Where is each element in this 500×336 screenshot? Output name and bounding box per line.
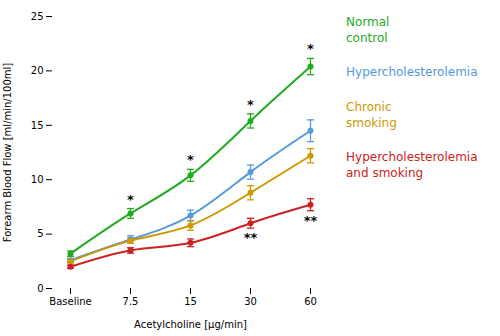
html-text:Hypercholesterolemia: Hypercholesterolemia <box>346 65 478 80</box>
svg-text:5: 5 <box>37 228 43 239</box>
svg-text:25: 25 <box>31 11 44 22</box>
svg-text:30: 30 <box>244 296 257 307</box>
svg-text:0: 0 <box>37 283 43 294</box>
svg-text:**: ** <box>244 230 258 245</box>
svg-text:*: * <box>127 192 134 207</box>
svg-text:15: 15 <box>31 120 44 131</box>
svg-text:7.5: 7.5 <box>123 296 139 307</box>
svg-text:Forearm Blood Flow [ml/min/100: Forearm Blood Flow [ml/min/100ml] <box>2 63 13 243</box>
svg-text:*: * <box>187 152 194 167</box>
svg-text:*: * <box>307 41 314 56</box>
svg-text:**: ** <box>304 213 318 228</box>
svg-text:Baseline: Baseline <box>49 296 91 307</box>
svg-text:15: 15 <box>184 296 197 307</box>
svg-text:Acetylcholine [µg/min]: Acetylcholine [µg/min] <box>134 319 247 330</box>
svg-text:*: * <box>247 97 254 112</box>
html-text:Chronic smoking: Chronic smoking <box>346 99 397 130</box>
html-text:Normal control: Normal control <box>346 15 390 46</box>
html-text:Hypercholesterolemia and smoki: Hypercholesterolemia and smoking <box>346 149 478 181</box>
svg-text:10: 10 <box>31 174 44 185</box>
svg-text:20: 20 <box>31 65 44 76</box>
svg-text:60: 60 <box>304 296 317 307</box>
